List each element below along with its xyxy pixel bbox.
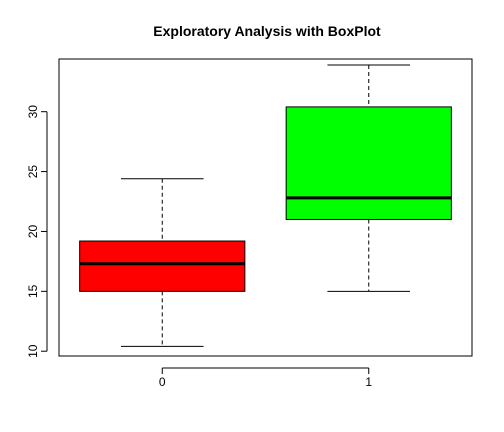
chart-title: Exploratory Analysis with BoxPlot (153, 23, 381, 39)
y-tick-label-30: 30 (26, 105, 40, 119)
iqr-box-0 (79, 240, 246, 292)
x-tick-label-0: 0 (159, 375, 166, 389)
y-tick-label-15: 15 (26, 284, 40, 298)
box-0 (79, 178, 246, 347)
boxes-group (79, 64, 452, 347)
box-1 (285, 64, 452, 292)
y-tick-label-10: 10 (26, 344, 40, 358)
x-tick-label-1: 1 (365, 375, 372, 389)
plot-frame (58, 58, 473, 357)
y-axis: 10 15 20 25 30 (26, 105, 48, 358)
y-tick-label-25: 25 (26, 165, 40, 179)
iqr-box-1 (285, 106, 452, 220)
y-tick-label-20: 20 (26, 224, 40, 238)
